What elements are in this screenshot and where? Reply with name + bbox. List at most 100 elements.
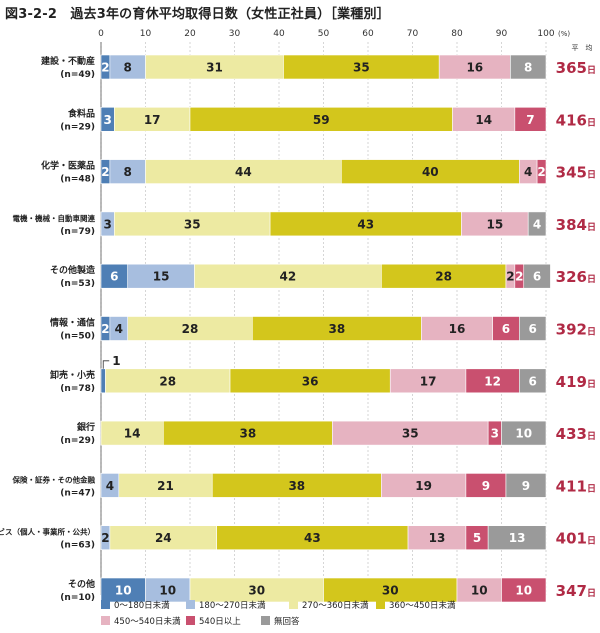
data-label: 10 <box>515 584 532 598</box>
category-label: 電機・機械・自動車関連 <box>13 213 96 223</box>
annotation-leader <box>102 360 110 369</box>
data-label: 6 <box>533 270 541 284</box>
data-label: 28 <box>159 374 176 388</box>
average-value: 365日 <box>556 59 596 77</box>
category-n-label: (n=53) <box>60 279 95 289</box>
category-label: 卸売・小売 <box>50 369 95 381</box>
legend-label: 450～540日未満 <box>114 616 181 627</box>
bar-segment <box>189 107 453 132</box>
data-label: 15 <box>153 270 170 284</box>
data-label: 13 <box>509 531 526 545</box>
x-tick-label: 50 <box>318 29 330 39</box>
bar-segment <box>523 263 551 289</box>
data-label: 7 <box>526 113 534 127</box>
chart-title: 図3-2-2 過去3年の育休平均取得日数（女性正社員）［業種別］ <box>5 7 390 22</box>
data-label: 28 <box>182 322 199 336</box>
average-value: 345日 <box>556 164 596 182</box>
bar-segment <box>127 263 195 289</box>
data-label: 3 <box>103 113 111 127</box>
data-label: 43 <box>304 531 321 545</box>
category-label: 銀行 <box>77 421 95 433</box>
data-label: 12 <box>484 374 501 388</box>
category-label: 保険・証券・その他金融 <box>12 474 96 484</box>
average-value: 326日 <box>556 268 596 286</box>
average-number: 401 <box>556 530 587 548</box>
legend-swatch <box>101 600 110 609</box>
legend-label: 270～360日未満 <box>302 600 369 611</box>
data-label: 17 <box>420 374 437 388</box>
bar-segment <box>127 316 253 341</box>
data-label: 2 <box>515 270 523 284</box>
bar-segment <box>216 525 409 551</box>
legend-label: 180～270日未満 <box>199 600 266 611</box>
data-label: 4 <box>115 322 123 336</box>
data-label: 30 <box>382 584 399 598</box>
bar-segment <box>505 473 547 498</box>
bar-segment <box>252 316 422 341</box>
data-label: 6 <box>502 322 510 336</box>
data-label: 4 <box>533 217 541 231</box>
bar-segment <box>109 159 146 184</box>
data-label: 2 <box>101 531 109 545</box>
category-label: その他製造 <box>50 264 96 276</box>
data-label: 2 <box>506 270 514 284</box>
bar-segment <box>518 368 547 394</box>
category-label: 食料品 <box>67 107 95 119</box>
bar-segment <box>118 473 213 498</box>
category-n-label: (n=29) <box>60 436 95 446</box>
average-value: 416日 <box>556 111 596 129</box>
bar-segment <box>389 368 467 394</box>
data-label: 3 <box>103 217 111 231</box>
category-label: その他 <box>68 578 95 590</box>
average-unit: 日 <box>587 536 596 547</box>
bar-segment <box>340 159 520 184</box>
data-label: 38 <box>239 427 256 441</box>
bar-segment <box>501 577 547 603</box>
average-value: 384日 <box>556 216 596 234</box>
data-label: 2 <box>101 322 109 336</box>
bar-segment <box>100 263 129 289</box>
bar-segment <box>381 473 467 498</box>
bar-segment <box>145 159 342 184</box>
data-label: 14 <box>475 113 492 127</box>
x-tick-label: 100 <box>537 29 554 39</box>
bar-segment <box>163 420 333 446</box>
legend-label: 360～450日未満 <box>389 600 456 611</box>
bar-segment <box>109 54 146 80</box>
legend-swatch <box>186 616 195 625</box>
average-value: 347日 <box>556 582 596 600</box>
category-n-label: (n=79) <box>60 227 95 237</box>
bar-segment <box>323 577 458 603</box>
data-label: 10 <box>471 584 488 598</box>
data-label: 6 <box>528 374 536 388</box>
average-unit: 日 <box>587 588 596 599</box>
data-label: 2 <box>537 165 545 179</box>
data-label: 16 <box>466 61 483 75</box>
bar-segment <box>514 107 547 132</box>
legend-label: 0～180日未満 <box>114 600 170 611</box>
category-label: サービス（個人・事業所・公共） <box>0 527 95 537</box>
average-unit: 日 <box>587 65 596 76</box>
average-unit: 日 <box>587 327 596 338</box>
category-n-label: (n=78) <box>60 384 95 394</box>
average-header: 平 均 <box>572 43 593 52</box>
x-tick-label: 20 <box>184 29 196 39</box>
x-tick-label: 80 <box>451 29 463 39</box>
bar-segment <box>421 316 493 341</box>
average-number: 419 <box>556 373 587 391</box>
data-label: 5 <box>473 531 481 545</box>
data-label: 8 <box>124 61 132 75</box>
legend-swatch <box>186 600 195 609</box>
data-label: 8 <box>124 165 132 179</box>
category-n-label: (n=47) <box>60 488 95 498</box>
bar-segment <box>438 54 511 80</box>
legend-swatch <box>289 600 298 609</box>
data-label: 4 <box>106 479 114 493</box>
data-label: 42 <box>280 270 297 284</box>
average-number: 384 <box>556 216 587 234</box>
data-label: 17 <box>144 113 161 127</box>
data-label: 3 <box>491 427 499 441</box>
legend-swatch <box>101 616 110 625</box>
